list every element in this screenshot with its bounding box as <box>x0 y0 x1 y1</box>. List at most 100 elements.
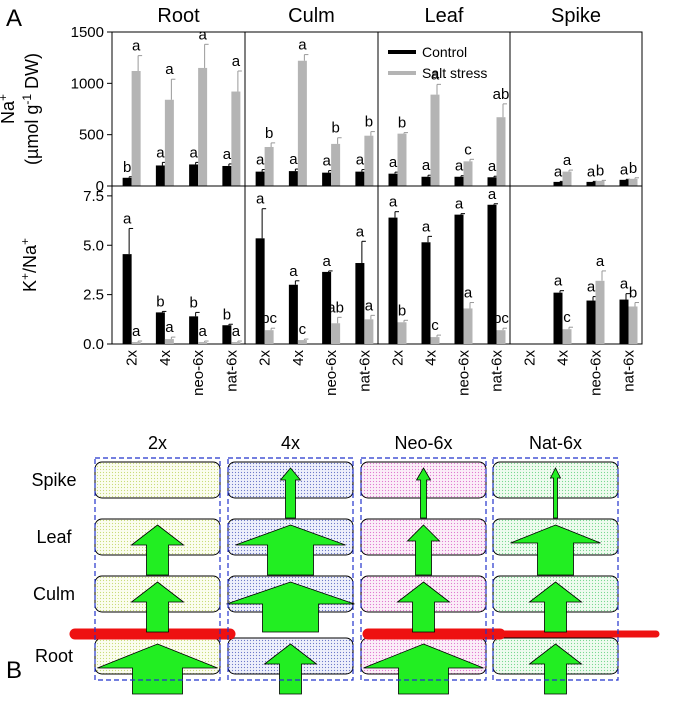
bar <box>628 178 638 186</box>
bar <box>364 135 374 186</box>
significance-letter: a <box>232 53 241 70</box>
significance-letter: b <box>629 285 637 302</box>
significance-letter: a <box>464 285 473 302</box>
error-bar <box>568 326 573 330</box>
error-bar <box>634 302 639 307</box>
x-tick-label: neo-6x <box>190 350 207 396</box>
flux-arrow <box>510 524 601 576</box>
significance-letter: a <box>554 273 563 290</box>
column-header: Nat-6x <box>529 433 582 453</box>
significance-letter: a <box>123 210 132 227</box>
row-label: Root <box>35 646 73 666</box>
bar <box>586 300 596 344</box>
flux-arrow <box>130 581 185 633</box>
significance-letter: bc <box>261 310 277 327</box>
error-bar <box>559 290 564 293</box>
significance-letter: a <box>256 191 265 208</box>
significance-letter: a <box>554 163 563 180</box>
error-bar <box>337 137 342 144</box>
significance-letter: a <box>455 158 464 175</box>
x-tick-label: nat-6x <box>356 350 373 392</box>
significance-letter: a <box>132 38 141 55</box>
error-bar <box>270 142 276 147</box>
bar <box>430 94 440 186</box>
plot-frame <box>509 185 643 345</box>
bar <box>553 181 563 186</box>
x-tick-label: 2x <box>257 350 274 366</box>
legend-label: Salt stress <box>422 65 487 81</box>
flux-arrow <box>97 643 218 695</box>
error-bar <box>303 338 309 341</box>
significance-letter: b <box>398 115 406 132</box>
error-bar <box>204 43 209 68</box>
y-axis-label-part: Na <box>0 100 18 124</box>
significance-letter: a <box>488 186 497 203</box>
significance-letter: b <box>123 159 131 176</box>
significance-letter: a <box>198 26 207 43</box>
x-tick-label: 2x <box>390 350 407 366</box>
significance-letter: ab <box>327 299 344 316</box>
bar <box>264 146 274 186</box>
flux-arrow <box>363 643 484 695</box>
significance-letter: b <box>156 293 164 310</box>
bar <box>496 330 506 344</box>
bar <box>496 117 506 186</box>
significance-letter: a <box>289 263 298 280</box>
error-bar <box>161 310 167 313</box>
bar <box>222 165 232 186</box>
bar <box>562 171 572 186</box>
y-axis-label-part: DW) <box>22 53 42 94</box>
significance-letter: b <box>265 125 273 142</box>
error-bar <box>237 340 242 343</box>
significance-letter: a <box>620 161 629 178</box>
significance-letter: b <box>596 162 604 179</box>
significance-letter: a <box>198 323 207 340</box>
column-frame <box>227 457 354 681</box>
bar <box>222 325 232 344</box>
significance-letter: a <box>587 279 596 296</box>
bar <box>122 254 132 344</box>
bar <box>463 308 473 344</box>
chart-title: Spike <box>551 5 601 27</box>
bar <box>454 214 464 344</box>
bar <box>297 340 307 344</box>
significance-letter: a <box>563 152 572 169</box>
error-bar <box>328 270 333 272</box>
significance-letter: a <box>620 276 629 293</box>
significance-letter: a <box>298 37 307 54</box>
column-frame <box>360 457 487 681</box>
flux-arrow <box>406 524 441 576</box>
y-tick-label: 500 <box>79 127 104 144</box>
bar <box>487 177 497 186</box>
error-bar <box>195 311 200 317</box>
y-tick-label: 5.0 <box>83 237 104 254</box>
y-axis-label: Na+ <box>0 94 18 124</box>
error-bar <box>502 327 507 331</box>
bar <box>463 161 473 186</box>
y-axis-label: (µmol g-1 DW) <box>20 53 42 165</box>
bar <box>189 164 199 186</box>
bar <box>198 67 208 186</box>
bar <box>421 242 431 344</box>
significance-letter: a <box>132 323 141 340</box>
bar <box>131 342 141 344</box>
error-bar <box>493 203 498 205</box>
significance-letter: b <box>365 114 373 131</box>
significance-letter: a <box>232 323 241 340</box>
significance-letter: b <box>223 306 231 323</box>
flux-arrow <box>415 467 432 519</box>
bar <box>198 342 208 344</box>
y-axis-label-part: -1 <box>20 94 34 105</box>
error-bar <box>634 177 639 179</box>
significance-letter: a <box>356 152 365 169</box>
y-tick-label: 0 <box>96 178 104 195</box>
significance-letter: bc <box>493 310 509 327</box>
x-tick-label: neo-6x <box>588 350 605 396</box>
bar <box>595 280 605 344</box>
bar <box>487 204 497 344</box>
error-bar <box>128 227 134 255</box>
error-bar <box>403 319 408 323</box>
bar <box>297 60 307 186</box>
error-bar <box>228 323 233 326</box>
error-bar <box>370 131 375 136</box>
